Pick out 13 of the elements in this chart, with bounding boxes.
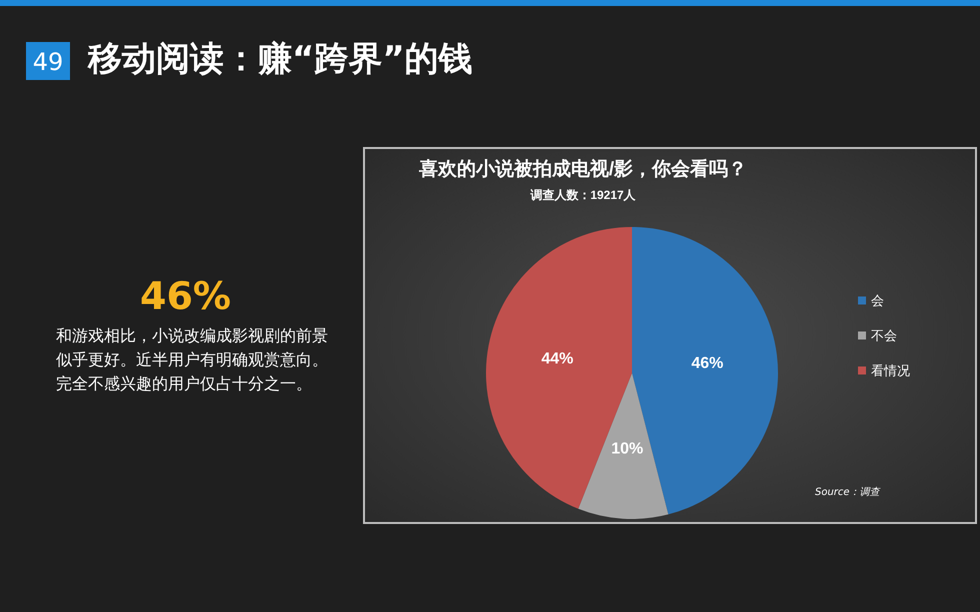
data-label: 44%: [541, 350, 574, 368]
chart-subtitle: 调查人数：19217人: [529, 188, 637, 202]
source-note: Source：调查: [815, 486, 880, 499]
data-label: 46%: [691, 354, 724, 372]
text: 和游戏相比，小说改编成影视剧的前景似乎更好。近半用户有明确观赏意向。完全不感兴趣的用户仅占十分之一。: [56, 325, 329, 395]
data-label: 10%: [611, 440, 644, 458]
legend-label: 不会: [871, 328, 897, 343]
text: 移动阅读：赚“跨界”的钱: [88, 38, 473, 81]
text: 49: [26, 42, 70, 80]
chart-title: 喜欢的小说被拍成电视/影，你会看吗？: [418, 158, 748, 180]
legend-label: 会: [871, 293, 884, 308]
text: 46%: [140, 274, 231, 318]
legend-label: 看情况: [871, 363, 910, 378]
